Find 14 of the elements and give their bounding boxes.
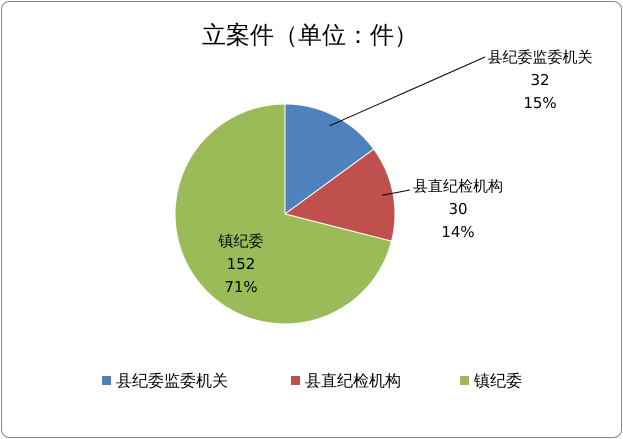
- chart-title: 立案件（单位：件）: [202, 21, 418, 49]
- legend-label: 县纪委监委机关: [116, 371, 228, 390]
- legend-label: 县直纪检机构: [305, 371, 401, 390]
- data-label: 152: [226, 255, 256, 273]
- legend-label: 镇纪委: [473, 371, 522, 390]
- text: 15%: [523, 94, 557, 112]
- text: 71%: [224, 278, 258, 296]
- slice-label: 县纪委监委机关: [488, 48, 592, 66]
- pie-slice: [174, 104, 392, 324]
- data-label: 30: [448, 200, 468, 218]
- data-label: 32: [530, 71, 550, 89]
- slice-label: 县直纪检机构: [413, 177, 503, 195]
- text: 14%: [441, 223, 475, 241]
- slice-label: 镇纪委: [218, 232, 264, 250]
